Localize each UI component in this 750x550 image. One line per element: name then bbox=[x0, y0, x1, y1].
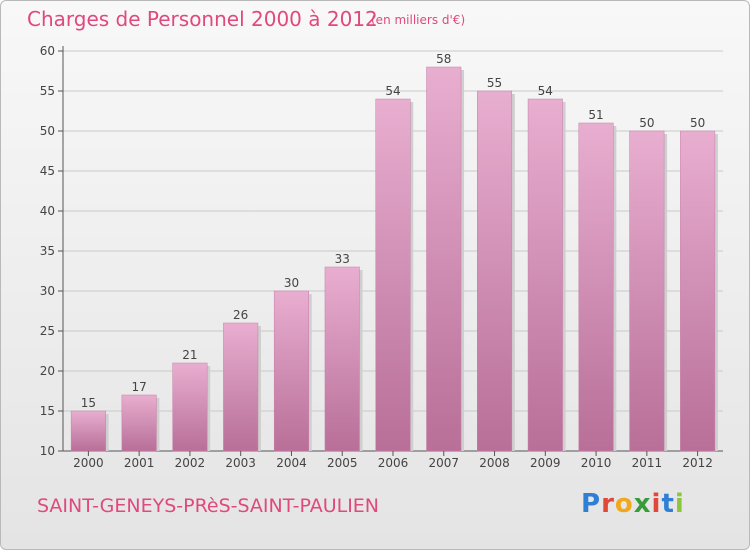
bar bbox=[121, 394, 157, 452]
y-axis-ticks: 10 15 20 25 30 35 40 45 50 55 60 bbox=[40, 44, 63, 458]
bar bbox=[273, 290, 309, 452]
y-tick-label: 45 bbox=[40, 164, 55, 178]
chart-title: Charges de Personnel 2000 à 2012 bbox=[27, 7, 378, 31]
bar-value-label: 54 bbox=[385, 84, 400, 98]
bar bbox=[426, 66, 462, 452]
bar bbox=[680, 130, 716, 452]
x-tick-label: 2009 bbox=[530, 456, 561, 470]
x-tick-label: 2006 bbox=[378, 456, 409, 470]
y-tick-label: 55 bbox=[40, 84, 55, 98]
x-tick-label: 2008 bbox=[479, 456, 510, 470]
bar-value-label: 50 bbox=[639, 116, 654, 130]
y-tick-label: 40 bbox=[40, 204, 55, 218]
bar bbox=[223, 322, 259, 452]
x-tick-label: 2012 bbox=[682, 456, 713, 470]
logo-letter: x bbox=[633, 489, 652, 519]
bar-value-label: 26 bbox=[233, 308, 248, 322]
logo-letter: r bbox=[601, 489, 615, 519]
bar bbox=[527, 98, 563, 452]
logo-letter: t bbox=[661, 489, 675, 519]
bar-value-label: 58 bbox=[436, 52, 451, 66]
x-tick-label: 2001 bbox=[124, 456, 155, 470]
x-tick-label: 2004 bbox=[276, 456, 307, 470]
x-tick-label: 2007 bbox=[428, 456, 459, 470]
bar-value-label: 30 bbox=[284, 276, 299, 290]
x-tick-label: 2002 bbox=[175, 456, 206, 470]
y-tick-label: 20 bbox=[40, 364, 55, 378]
bar bbox=[578, 122, 614, 452]
y-tick-label: 30 bbox=[40, 284, 55, 298]
bar-value-label: 54 bbox=[538, 84, 553, 98]
value-labels: 15 17 21 26 30 33 54 58 55 54 51 50 50 bbox=[81, 52, 706, 410]
x-tick-label: 2010 bbox=[581, 456, 612, 470]
x-axis-ticks: 2000 2001 2002 2003 2004 2005 2006 2007 2008 2009… bbox=[73, 451, 713, 470]
bar-value-label: 50 bbox=[690, 116, 705, 130]
x-tick-label: 2000 bbox=[73, 456, 104, 470]
logo-letter: P bbox=[581, 489, 602, 519]
chart-subtitle: (en milliers d'€) bbox=[371, 13, 466, 27]
bar bbox=[477, 90, 513, 452]
bar bbox=[172, 362, 208, 452]
y-tick-label: 60 bbox=[40, 44, 55, 58]
logo-letter: i bbox=[651, 489, 662, 519]
bar-value-label: 55 bbox=[487, 76, 502, 90]
logo-letter: o bbox=[614, 489, 634, 519]
proxiti-logo[interactable]: Proxiti bbox=[581, 489, 685, 519]
bar-value-label: 17 bbox=[132, 380, 147, 394]
bar-value-label: 15 bbox=[81, 396, 96, 410]
y-tick-label: 50 bbox=[40, 124, 55, 138]
bar-value-label: 21 bbox=[182, 348, 197, 362]
logo-letter: i bbox=[674, 489, 685, 519]
x-tick-label: 2011 bbox=[632, 456, 663, 470]
bar-value-label: 51 bbox=[588, 108, 603, 122]
y-tick-label: 25 bbox=[40, 324, 55, 338]
x-tick-label: 2005 bbox=[327, 456, 358, 470]
y-tick-label: 35 bbox=[40, 244, 55, 258]
x-tick-label: 2003 bbox=[225, 456, 256, 470]
bars bbox=[70, 66, 718, 452]
y-tick-label: 10 bbox=[40, 444, 55, 458]
commune-name: SAINT-GENEYS-PRèS-SAINT-PAULIEN bbox=[37, 495, 380, 517]
y-tick-label: 15 bbox=[40, 404, 55, 418]
bar bbox=[324, 266, 360, 452]
bar bbox=[375, 98, 411, 452]
bar-value-label: 33 bbox=[335, 252, 350, 266]
bar bbox=[70, 410, 106, 452]
bar bbox=[629, 130, 665, 452]
